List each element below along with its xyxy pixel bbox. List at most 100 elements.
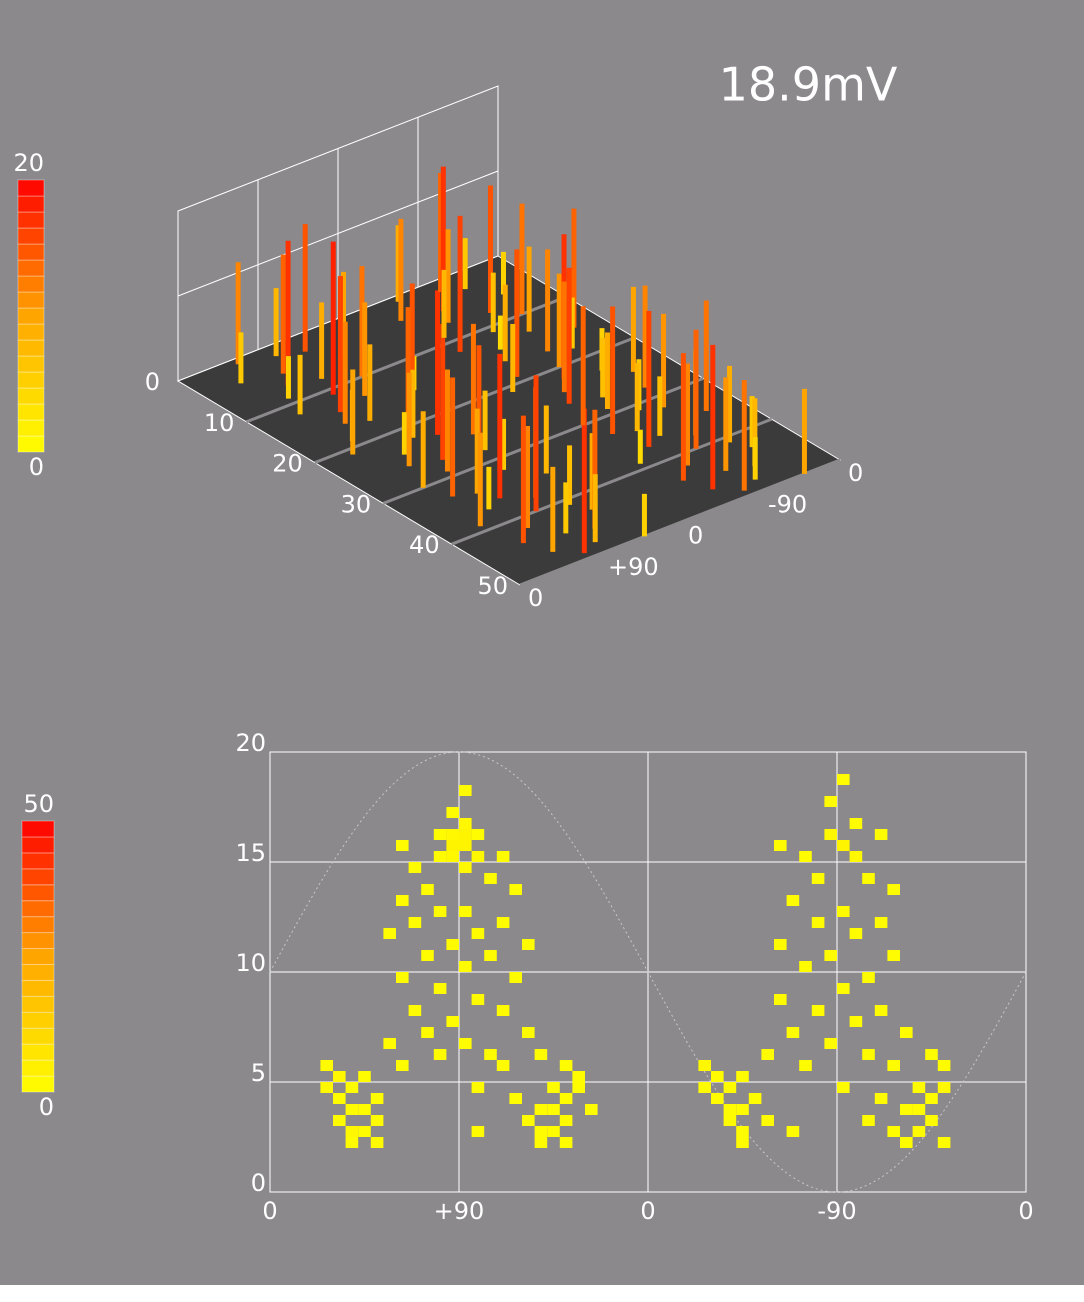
cell: [912, 1104, 926, 1115]
cell: [446, 851, 459, 862]
y-tick-label: 5: [251, 1059, 266, 1087]
cell: [333, 1115, 346, 1126]
cell: [698, 1060, 711, 1071]
cell: [711, 1093, 724, 1104]
cell: [887, 1126, 900, 1137]
cell: [459, 1038, 472, 1049]
cell: [471, 851, 485, 862]
cell: [534, 1104, 548, 1115]
cell: [484, 950, 497, 961]
cell: [358, 1071, 371, 1082]
x-tick-label: 0: [1018, 1197, 1033, 1225]
cell: [370, 1137, 384, 1148]
cell: [408, 862, 422, 873]
cell: [446, 840, 459, 851]
colorbar-step: [17, 355, 45, 373]
cell: [786, 1027, 800, 1038]
colorbar-label: 0: [39, 1093, 54, 1121]
cell: [736, 1126, 749, 1137]
cell: [396, 972, 409, 983]
colorbar-step: [21, 916, 55, 934]
cell: [446, 829, 459, 840]
cell: [887, 884, 900, 895]
cell: [333, 1071, 346, 1082]
floor-grid: [519, 458, 841, 587]
colorbar-step: [21, 852, 55, 870]
cell: [862, 873, 875, 884]
colorbar-step: [21, 1027, 55, 1045]
colorbar-step: [17, 195, 45, 213]
cell: [446, 1016, 459, 1027]
cell: [937, 1060, 951, 1071]
cell: [459, 840, 472, 851]
colorbar-step: [21, 1075, 55, 1093]
colorbar-step: [21, 900, 55, 918]
colorbar-step: [21, 979, 55, 997]
cell: [484, 873, 497, 884]
depth-tick-label: 20: [272, 450, 303, 478]
cell: [572, 1082, 585, 1093]
cell: [711, 1071, 724, 1082]
cell: [824, 1038, 837, 1049]
floor-grid: [451, 417, 773, 546]
colorbar-step: [17, 275, 45, 293]
cell: [471, 1126, 485, 1137]
colorbar-step: [17, 323, 45, 341]
phase-tick-label: 0: [528, 584, 543, 612]
depth-tick-label: 30: [341, 490, 372, 518]
cell: [786, 1126, 800, 1137]
colorbar-step: [21, 868, 55, 886]
cell: [862, 1049, 875, 1060]
cell: [585, 1104, 598, 1115]
cell: [799, 961, 812, 972]
cell: [496, 851, 510, 862]
cell: [433, 851, 447, 862]
cell: [522, 939, 535, 950]
phase-tick-label: +90: [608, 553, 659, 581]
cell: [874, 829, 888, 840]
cell: [774, 840, 787, 851]
x-tick-label: 0: [640, 1197, 655, 1225]
cell: [459, 862, 472, 873]
colorbar-step: [21, 963, 55, 981]
cell: [459, 906, 472, 917]
colorbar-step: [17, 291, 45, 309]
cell: [358, 1126, 371, 1137]
cell: [421, 1027, 434, 1038]
colorbar-step: [21, 820, 55, 838]
cell: [396, 1060, 409, 1071]
cell: [925, 1115, 938, 1126]
y-tick-label: 0: [251, 1169, 266, 1197]
colorbar-label: 20: [13, 149, 44, 177]
colorbar-step: [17, 307, 45, 325]
cell: [698, 1082, 711, 1093]
cell: [459, 829, 472, 840]
cell: [496, 1005, 510, 1016]
colorbar-label: 50: [23, 790, 54, 818]
cell: [799, 1060, 812, 1071]
colorbar-step: [21, 932, 55, 950]
colorbar-step: [17, 435, 45, 453]
cell: [799, 851, 812, 862]
cell: [459, 785, 472, 796]
cell: [408, 1005, 422, 1016]
cell: [887, 1060, 900, 1071]
y-tick-label: 20: [235, 729, 266, 757]
cell: [547, 1082, 560, 1093]
colorbar-step: [17, 179, 45, 197]
cell: [849, 818, 863, 829]
cell: [421, 950, 434, 961]
cell: [723, 1082, 737, 1093]
cell: [874, 1093, 888, 1104]
cell: [333, 1093, 346, 1104]
cell: [849, 928, 863, 939]
cell: [925, 1093, 938, 1104]
colorbar-step: [21, 948, 55, 965]
cell: [774, 994, 787, 1005]
cell: [774, 939, 787, 950]
cell: [509, 1093, 522, 1104]
cell: [433, 1049, 447, 1060]
cell: [459, 818, 472, 829]
cell: [345, 1126, 359, 1137]
